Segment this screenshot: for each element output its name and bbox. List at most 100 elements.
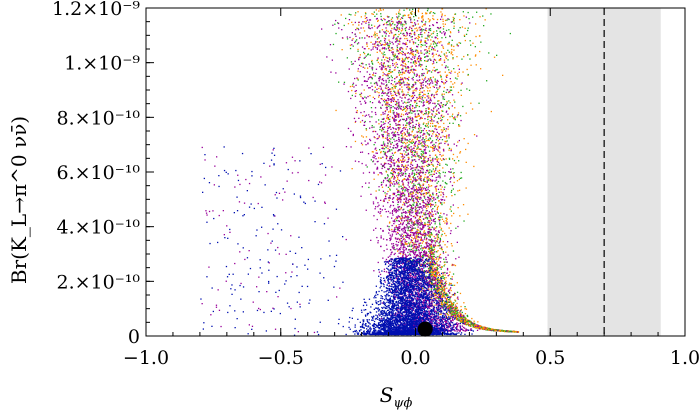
scatter-point — [420, 50, 422, 52]
scatter-point — [400, 223, 402, 225]
scatter-point — [424, 60, 426, 62]
scatter-point — [427, 97, 429, 99]
scatter-point — [414, 50, 417, 52]
scatter-point — [354, 121, 356, 123]
scatter-point — [447, 330, 450, 332]
scatter-point — [451, 51, 453, 53]
scatter-point — [429, 116, 431, 118]
scatter-point — [431, 209, 433, 211]
scatter-point — [417, 215, 419, 217]
scatter-point — [382, 127, 384, 129]
scatter-point — [436, 113, 438, 115]
scatter-point — [428, 214, 430, 216]
scatter-point — [443, 122, 445, 125]
scatter-point — [461, 325, 463, 327]
scatter-point — [428, 250, 430, 253]
scatter-point — [392, 51, 394, 53]
scatter-point — [432, 240, 434, 242]
scatter-point — [398, 106, 400, 108]
scatter-point — [416, 189, 418, 191]
scatter-point — [417, 220, 419, 223]
scatter-point — [414, 101, 416, 104]
scatter-point — [436, 193, 438, 195]
scatter-point — [423, 251, 425, 253]
scatter-point — [423, 302, 425, 304]
scatter-point — [394, 152, 396, 154]
scatter-point — [379, 30, 381, 32]
scatter-point — [431, 211, 433, 213]
scatter-point — [391, 198, 394, 200]
scatter-point — [417, 38, 419, 40]
scatter-point — [399, 52, 401, 54]
scatter-point — [419, 203, 421, 205]
scatter-point — [425, 140, 428, 142]
scatter-point — [438, 58, 441, 61]
scatter-point — [417, 131, 419, 133]
scatter-point — [429, 111, 431, 113]
scatter-point — [394, 172, 396, 174]
scatter-point — [441, 218, 444, 220]
scatter-point — [421, 87, 423, 89]
scatter-point — [455, 258, 457, 260]
scatter-point — [463, 35, 466, 37]
scatter-point — [438, 257, 440, 259]
scatter-point — [445, 308, 447, 310]
scatter-point — [402, 238, 404, 240]
scatter-point — [435, 234, 437, 236]
scatter-point — [428, 212, 430, 214]
scatter-point — [416, 230, 418, 232]
scatter-point — [410, 199, 412, 201]
scatter-point — [427, 270, 430, 272]
scatter-point — [404, 190, 406, 192]
scatter-point — [398, 53, 400, 55]
scatter-point — [441, 290, 443, 292]
scatter-point — [419, 89, 421, 91]
scatter-point — [415, 90, 417, 92]
scatter-point — [389, 158, 391, 160]
scatter-point — [425, 123, 428, 125]
scatter-point — [415, 277, 417, 279]
scatter-point — [465, 308, 468, 310]
scatter-point — [403, 108, 405, 111]
scatter-point — [378, 96, 380, 98]
scatter-point — [446, 306, 448, 308]
scatter-point — [388, 181, 390, 183]
scatter-point — [376, 13, 378, 15]
scatter-point — [444, 186, 446, 188]
scatter-point — [411, 77, 413, 80]
scatter-point — [449, 317, 452, 319]
scatter-point — [408, 307, 410, 309]
scatter-point — [435, 240, 437, 242]
scatter-point — [390, 71, 392, 73]
scatter-point — [385, 107, 387, 109]
scatter-point — [407, 107, 409, 110]
scatter-point — [397, 160, 399, 162]
scatter-point — [412, 61, 415, 63]
scatter-point — [394, 63, 396, 65]
scatter-point — [399, 126, 401, 129]
scatter-point — [439, 173, 441, 175]
scatter-point — [400, 147, 402, 150]
scatter-point — [389, 221, 391, 223]
scatter-point — [390, 259, 393, 261]
scatter-point — [421, 16, 423, 18]
scatter-point — [408, 223, 410, 225]
scatter-point — [434, 103, 436, 105]
scatter-point — [391, 152, 394, 154]
scatter-point — [437, 150, 440, 152]
scatter-point — [391, 149, 393, 151]
scatter-point — [412, 280, 414, 283]
scatter-point — [390, 252, 393, 254]
scatter-point — [415, 155, 417, 158]
scatter-point — [351, 39, 353, 41]
scatter-point — [419, 184, 421, 187]
scatter-point — [429, 28, 432, 30]
scatter-point — [408, 238, 410, 240]
scatter-point — [417, 11, 420, 13]
scatter-point — [407, 164, 409, 166]
scatter-point — [416, 29, 419, 31]
scatter-point — [411, 119, 413, 121]
scatter-point — [361, 37, 363, 39]
scatter-point — [408, 98, 410, 100]
scatter-point — [398, 179, 400, 182]
